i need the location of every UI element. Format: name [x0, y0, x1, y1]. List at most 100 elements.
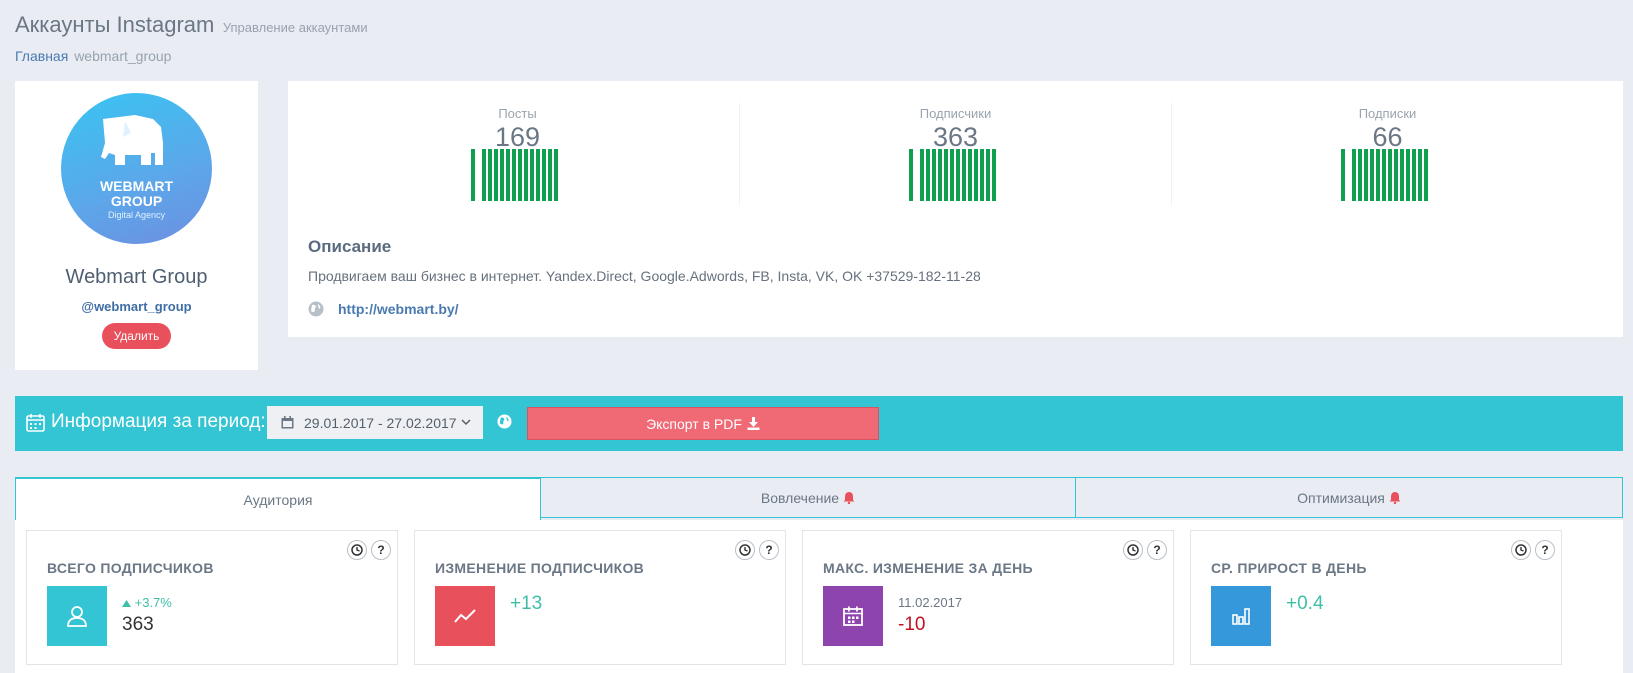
sparkline-bar [471, 149, 475, 201]
sparkline-bar [554, 149, 558, 201]
tab-optimization[interactable]: Оптимизация [1075, 477, 1623, 518]
metric-title: МАКС. ИЗМЕНЕНИЕ ЗА ДЕНЬ [823, 560, 1033, 576]
page-header: Аккаунты Instagram Управление аккаунтами [15, 12, 368, 38]
website-row: http://webmart.by/ [308, 301, 459, 317]
period-bar: Информация за период: 29.01.2017 - 27.02… [15, 396, 1623, 451]
stat-label: Посты [498, 106, 537, 121]
help-icon[interactable]: ? [1535, 540, 1555, 560]
help-icon[interactable]: ? [1147, 540, 1167, 560]
sparkline-bar [1382, 149, 1386, 201]
tab-label: Вовлечение [760, 489, 840, 506]
sparkline-bar [1388, 149, 1392, 201]
sparkline-bar [1358, 149, 1362, 201]
description-text: Продвигаем ваш бизнес в интернет. Yandex… [308, 268, 981, 284]
stat-posts: Посты 169 [302, 81, 733, 211]
calendar-icon [281, 416, 294, 429]
sparkline-bar [986, 149, 990, 201]
globe-icon [497, 414, 512, 429]
sparkline-bar [962, 149, 966, 201]
tab-audience[interactable]: Аудитория [15, 477, 541, 520]
sparkline-bar [1418, 149, 1422, 201]
website-link[interactable]: http://webmart.by/ [338, 301, 459, 317]
stat-value: 169 [494, 122, 541, 152]
breadcrumb-current: webmart_group [74, 48, 172, 64]
metric-total-followers: ВСЕГО ПОДПИСЧИКОВ ? +3.7% 363 [26, 530, 398, 665]
sparkline-bar [524, 149, 528, 201]
help-icon[interactable]: ? [371, 540, 391, 560]
sparkline-bar [1376, 149, 1380, 201]
tab-engagement[interactable]: Вовлечение [540, 477, 1076, 518]
stat-label: Подписки [1358, 106, 1417, 121]
avatar: WEBMART GROUP Digital Agency [61, 93, 212, 244]
posts-sparkline [296, 145, 733, 201]
profile-card: WEBMART GROUP Digital Agency Webmart Gro… [15, 81, 258, 370]
metric-title: ВСЕГО ПОДПИСЧИКОВ [47, 560, 214, 576]
metric-value: +0.4 [1286, 593, 1324, 614]
metric-followers-change: ИЗМЕНЕНИЕ ПОДПИСЧИКОВ ? +13 [414, 530, 786, 665]
delete-account-button[interactable]: Удалить [101, 323, 172, 349]
history-icon[interactable] [1511, 540, 1531, 560]
sparkline-bar [1364, 149, 1368, 201]
sparkline-bar [506, 149, 510, 201]
export-pdf-label: Экспорт в PDF [646, 415, 742, 432]
calendar-icon [823, 586, 883, 646]
metric-max-daily-change: МАКС. ИЗМЕНЕНИЕ ЗА ДЕНЬ ? 11.02.2017 -10 [802, 530, 1174, 665]
page-title: Аккаунты Instagram [15, 12, 215, 37]
calendar-icon [26, 413, 45, 432]
date-range-value: 29.01.2017 - 27.02.2017 [304, 414, 457, 431]
stat-followers: Подписчики 363 [740, 81, 1171, 211]
sparkline-bar [530, 149, 534, 201]
bell-icon [843, 492, 855, 504]
history-icon[interactable] [1123, 540, 1143, 560]
description-title: Описание [308, 237, 392, 256]
up-triangle-icon [122, 600, 131, 607]
sparkline-bar [500, 149, 504, 201]
avatar-tagline: Digital Agency [107, 210, 166, 220]
sparkline-bar [1406, 149, 1410, 201]
sparkline-bar [968, 149, 972, 201]
sparkline-bar [488, 149, 492, 201]
period-title-text: Информация за период: [51, 411, 266, 432]
metric-actions: ? [347, 540, 391, 560]
profile-handle[interactable]: @webmart_group [81, 299, 192, 314]
stats-card: Посты 169 Подписчики 363 Подписки 66 Опи… [288, 81, 1623, 337]
sparkline-bar [932, 149, 936, 201]
sparkline-bar [512, 149, 516, 201]
sparkline-bar [1424, 149, 1428, 201]
sparkline-bar [542, 149, 546, 201]
sparkline-bar [1394, 149, 1398, 201]
help-icon[interactable]: ? [759, 540, 779, 560]
metric-date: 11.02.2017 [898, 595, 963, 610]
stat-value: 363 [932, 122, 979, 152]
history-icon[interactable] [735, 540, 755, 560]
metric-title: ИЗМЕНЕНИЕ ПОДПИСЧИКОВ [435, 560, 645, 576]
sparkline-bar [482, 149, 486, 201]
trend-icon [435, 586, 495, 646]
page-subtitle: Управление аккаунтами [222, 20, 368, 35]
sparkline-bar [536, 149, 540, 201]
export-pdf-button[interactable]: Экспорт в PDF [527, 407, 879, 440]
date-range-picker[interactable]: 29.01.2017 - 27.02.2017 [267, 406, 483, 439]
breadcrumb: Главная webmart_group [15, 48, 171, 64]
tab-label: Аудитория [243, 491, 313, 508]
sparkline-bar [1412, 149, 1416, 201]
history-icon[interactable] [347, 540, 367, 560]
metric-value: 363 [122, 614, 154, 635]
sparkline-bar [938, 149, 942, 201]
metric-avg-daily-growth: СР. ПРИРОСТ В ДЕНЬ ? +0.4 [1190, 530, 1562, 665]
stat-divider [739, 103, 740, 205]
bell-icon [1389, 492, 1401, 504]
stat-following: Подписки 66 [1172, 81, 1603, 211]
download-icon [747, 417, 760, 430]
avatar-brand-text: WEBMART GROUP [99, 178, 174, 209]
globe-icon [308, 301, 324, 317]
chevron-down-icon [461, 419, 471, 426]
profile-name: Webmart Group [65, 266, 208, 288]
sparkline-bar [1341, 149, 1345, 201]
globe-button[interactable] [497, 414, 512, 434]
stat-label: Подписчики [919, 106, 992, 121]
sparkline-bar [1400, 149, 1404, 201]
bar-chart-icon [1211, 586, 1271, 646]
breadcrumb-home-link[interactable]: Главная [15, 48, 69, 64]
period-title: Информация за период: [26, 411, 266, 433]
